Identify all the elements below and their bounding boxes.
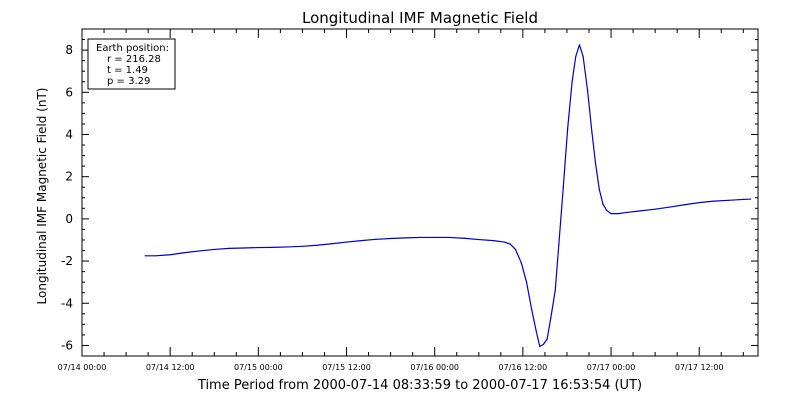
data-point — [492, 240, 495, 242]
data-point — [390, 237, 392, 240]
data-point — [578, 44, 581, 46]
chart-title: Longitudinal IMF Magnetic Field — [302, 9, 538, 27]
data-point — [582, 55, 584, 58]
data-point — [542, 343, 545, 345]
data-point — [742, 198, 744, 201]
x-axis: 07/14 00:00 07/14 12:00 07/15 00:00 07/15 1… — [58, 29, 744, 372]
data-point — [535, 330, 537, 332]
data-point — [713, 200, 715, 202]
data-point — [525, 281, 528, 283]
y-axis: -6 -4 -2 0 2 4 6 8 — [61, 28, 758, 352]
legend-line-t: t = 1.49 — [107, 65, 148, 76]
y-tick-label: -6 — [61, 338, 73, 352]
legend-line-r: r = 216.28 — [107, 54, 161, 65]
y-tick-label: 8 — [65, 43, 73, 57]
data-point — [531, 308, 533, 311]
data-point — [228, 247, 230, 250]
y-axis-label: Longitudinal IMF Magnetic Field (nT) — [35, 88, 49, 305]
data-point — [514, 248, 517, 251]
data-point — [520, 262, 523, 264]
data-point — [375, 238, 377, 240]
y-tick-label: -4 — [61, 296, 73, 310]
data-point — [448, 236, 450, 239]
data-point — [546, 338, 548, 340]
x-tick-label: 07/15 12:00 — [322, 363, 371, 372]
data-point — [257, 246, 259, 249]
x-tick-label: 07/15 00:00 — [234, 363, 283, 372]
data-point — [463, 237, 465, 239]
legend-line-p: p = 3.29 — [107, 76, 150, 87]
data-point — [360, 240, 362, 242]
data-point — [169, 254, 171, 256]
data-point — [571, 81, 573, 83]
data-point — [478, 238, 480, 241]
data-point — [595, 163, 597, 165]
data-point — [154, 255, 157, 257]
y-tick-label: 2 — [65, 170, 73, 184]
y-tick-label: 4 — [65, 127, 73, 141]
data-point — [598, 188, 600, 190]
data-point — [554, 290, 556, 292]
data-point — [301, 245, 304, 247]
plot-frame — [81, 28, 759, 357]
x-tick-label: 07/14 12:00 — [146, 363, 195, 372]
x-tick-label: 07/14 00:00 — [58, 363, 107, 372]
x-tick-label: 07/17 00:00 — [587, 363, 636, 372]
data-point — [567, 127, 569, 129]
data-point — [198, 250, 201, 252]
data-point — [606, 209, 608, 212]
data-point — [184, 252, 186, 254]
data-point — [728, 199, 730, 201]
x-axis-label: Time Period from 2000-07-14 08:33:59 to … — [197, 378, 642, 393]
x-tick-label: 07/17 12:00 — [675, 363, 724, 372]
data-point — [591, 131, 593, 133]
legend: Earth position: r = 216.28 t = 1.49 p = … — [87, 38, 176, 90]
data-point — [144, 255, 146, 257]
data-point — [639, 210, 642, 212]
data-point — [272, 246, 274, 248]
data-point — [213, 248, 215, 251]
series-layer — [144, 44, 752, 348]
y-tick-label: -2 — [61, 254, 73, 268]
data-point — [558, 243, 560, 245]
data-point — [617, 213, 619, 215]
data-point — [654, 208, 656, 210]
y-tick-label: 0 — [65, 212, 73, 226]
data-point — [509, 243, 511, 245]
series-line — [145, 44, 751, 348]
data-point — [503, 241, 506, 243]
data-point — [539, 345, 541, 348]
data-point — [750, 198, 752, 200]
data-point — [287, 246, 289, 248]
legend-title: Earth position: — [96, 43, 169, 54]
data-point — [586, 89, 589, 91]
data-point — [331, 243, 333, 245]
data-point — [625, 211, 627, 214]
data-point — [683, 204, 686, 206]
data-point — [550, 317, 552, 319]
x-tick-label: 07/16 00:00 — [410, 363, 459, 372]
data-point — [419, 236, 421, 239]
y-tick-label: 6 — [65, 85, 73, 99]
data-point — [404, 237, 406, 239]
data-point — [575, 55, 577, 58]
data-point — [316, 244, 318, 246]
data-point — [669, 206, 671, 208]
data-point — [562, 186, 564, 188]
legend-box — [87, 38, 176, 90]
data-point — [243, 247, 245, 249]
data-point — [434, 236, 436, 239]
data-point — [610, 213, 612, 215]
data-point — [602, 203, 604, 205]
data-point — [345, 241, 348, 243]
data-point — [698, 202, 700, 204]
x-tick-label: 07/16 12:00 — [499, 363, 548, 372]
